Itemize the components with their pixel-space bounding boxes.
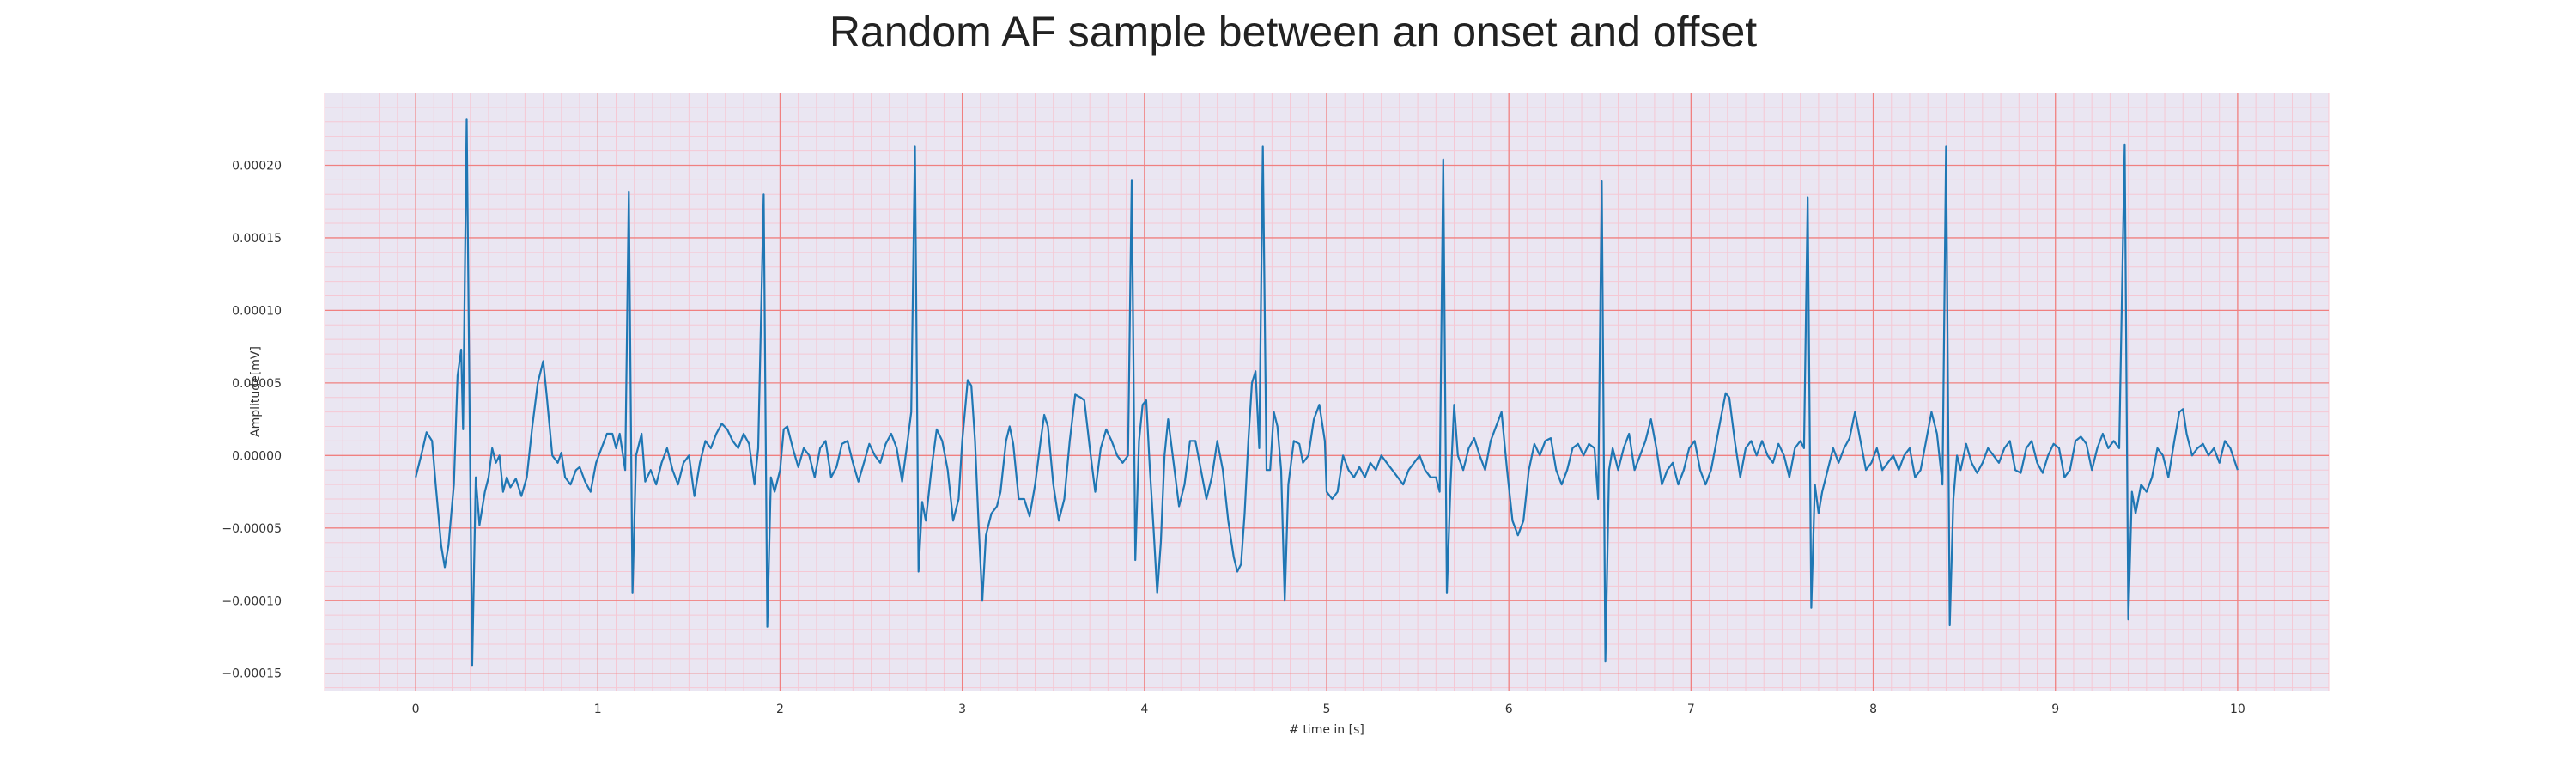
y-axis-ticks: −0.00015 −0.00010 −0.00005 0.00000 0.00005 0.…: [222, 159, 282, 680]
x-axis-ticks: 0 1 2 3 4 5 6 7 8 9 10: [412, 703, 2245, 716]
x-tick-label: 7: [1687, 703, 1695, 716]
y-axis-label: Amplitude[mV]: [249, 346, 263, 437]
ecg-series-line: [415, 118, 2239, 667]
y-tick-label: 0.00005: [232, 377, 282, 391]
major-grid: [325, 93, 2329, 691]
x-tick-label: 6: [1505, 703, 1513, 716]
y-tick-label: 0.00020: [232, 159, 282, 173]
y-tick-label: 0.00010: [232, 304, 282, 318]
series-layer: [415, 118, 2239, 667]
x-axis-label: # time in [s]: [1289, 723, 1364, 737]
x-tick-label: 10: [2230, 703, 2245, 716]
chart-title: Random AF sample between an onset and of…: [829, 8, 1757, 56]
x-tick-label: 8: [1869, 703, 1877, 716]
y-tick-label: −0.00015: [222, 667, 282, 681]
y-tick-label: −0.00005: [222, 522, 282, 536]
x-tick-label: 4: [1140, 703, 1148, 716]
x-tick-label: 2: [776, 703, 784, 716]
y-tick-label: 0.00015: [232, 232, 282, 246]
x-tick-label: 5: [1323, 703, 1331, 716]
x-tick-label: 9: [2051, 703, 2059, 716]
x-tick-label: 1: [594, 703, 602, 716]
y-tick-label: 0.00000: [232, 449, 282, 463]
y-tick-label: −0.00010: [222, 594, 282, 608]
x-tick-label: 0: [412, 703, 420, 716]
x-tick-label: 3: [958, 703, 966, 716]
